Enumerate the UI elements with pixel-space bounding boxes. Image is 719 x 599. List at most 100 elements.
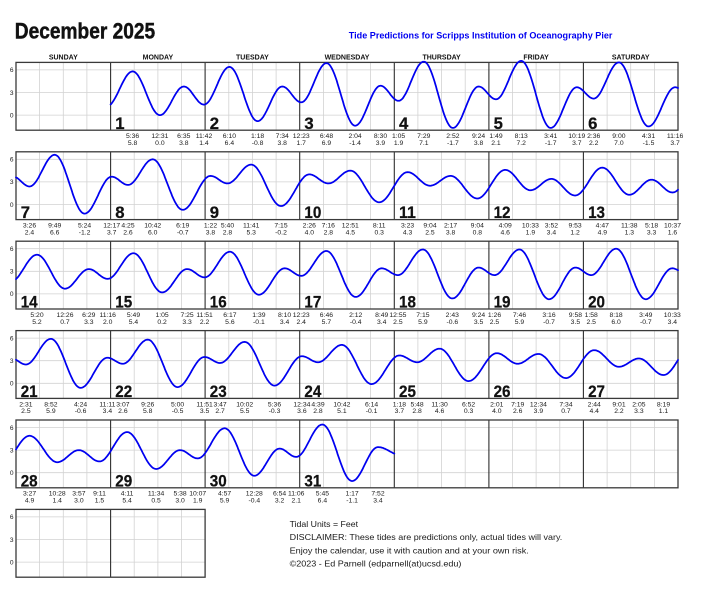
svg-text:0: 0 xyxy=(10,559,14,566)
svg-text:8:18: 8:18 xyxy=(609,312,622,319)
svg-text:2.6: 2.6 xyxy=(123,229,133,236)
svg-text:12:28: 12:28 xyxy=(246,491,263,498)
svg-text:1:18: 1:18 xyxy=(251,133,264,140)
svg-text:5.8: 5.8 xyxy=(128,140,138,147)
svg-text:6: 6 xyxy=(10,157,14,164)
svg-text:12:34: 12:34 xyxy=(530,401,547,408)
svg-text:0.3: 0.3 xyxy=(374,229,384,236)
svg-text:5.6: 5.6 xyxy=(225,319,235,326)
svg-text:2.5: 2.5 xyxy=(21,408,31,415)
svg-text:11:42: 11:42 xyxy=(196,133,213,140)
svg-text:5.5: 5.5 xyxy=(240,408,250,415)
svg-text:7.1: 7.1 xyxy=(419,140,429,147)
svg-text:1.9: 1.9 xyxy=(193,498,203,505)
svg-text:2.2: 2.2 xyxy=(200,319,210,326)
svg-text:2: 2 xyxy=(210,114,219,133)
svg-text:1.5: 1.5 xyxy=(95,498,105,505)
svg-text:December 2025: December 2025 xyxy=(15,18,155,43)
svg-text:6:46: 6:46 xyxy=(320,312,333,319)
svg-text:6:52: 6:52 xyxy=(462,401,475,408)
svg-text:-0.6: -0.6 xyxy=(446,319,458,326)
svg-text:-1.5: -1.5 xyxy=(643,140,655,147)
svg-text:12:26: 12:26 xyxy=(56,312,73,319)
svg-text:-0.4: -0.4 xyxy=(350,319,362,326)
svg-text:1.9: 1.9 xyxy=(526,229,536,236)
svg-text:30: 30 xyxy=(210,471,227,490)
svg-text:7:52: 7:52 xyxy=(371,491,384,498)
svg-text:10:02: 10:02 xyxy=(236,401,253,408)
svg-text:Tidal Units = Feet: Tidal Units = Feet xyxy=(290,519,359,529)
svg-text:11:51: 11:51 xyxy=(196,312,213,319)
svg-text:©2023 - Ed Parnell (edparnell(: ©2023 - Ed Parnell (edparnell(at)ucsd.ed… xyxy=(290,559,462,569)
svg-text:21: 21 xyxy=(21,382,38,401)
svg-text:3.4: 3.4 xyxy=(377,319,387,326)
svg-text:2:01: 2:01 xyxy=(490,401,503,408)
svg-text:2.8: 2.8 xyxy=(223,229,233,236)
svg-text:3:27: 3:27 xyxy=(23,491,36,498)
svg-text:-1.7: -1.7 xyxy=(545,140,557,147)
svg-text:7:15: 7:15 xyxy=(416,312,429,319)
svg-text:7:34: 7:34 xyxy=(559,401,572,408)
svg-text:12:51: 12:51 xyxy=(342,223,359,230)
svg-text:9:04: 9:04 xyxy=(471,223,484,230)
svg-text:6:54: 6:54 xyxy=(273,491,286,498)
svg-text:6:48: 6:48 xyxy=(320,133,333,140)
svg-text:6.6: 6.6 xyxy=(50,229,60,236)
svg-text:1.4: 1.4 xyxy=(52,498,62,505)
svg-text:1: 1 xyxy=(115,114,124,133)
svg-text:20: 20 xyxy=(588,293,605,312)
svg-text:8:30: 8:30 xyxy=(374,133,387,140)
svg-text:-0.1: -0.1 xyxy=(253,319,265,326)
svg-text:-1.7: -1.7 xyxy=(447,140,459,147)
svg-text:1:58: 1:58 xyxy=(585,312,598,319)
svg-text:3.9: 3.9 xyxy=(534,408,544,415)
svg-text:5:38: 5:38 xyxy=(173,491,186,498)
svg-text:DISCLAIMER: These tides are pr: DISCLAIMER: These tides are predictions … xyxy=(290,532,563,542)
svg-text:5.9: 5.9 xyxy=(418,319,428,326)
svg-text:6.9: 6.9 xyxy=(322,140,332,147)
svg-text:9:24: 9:24 xyxy=(472,133,485,140)
svg-text:1:26: 1:26 xyxy=(488,312,501,319)
svg-text:12:55: 12:55 xyxy=(389,312,406,319)
svg-text:2.4: 2.4 xyxy=(296,319,306,326)
svg-text:28: 28 xyxy=(21,471,38,490)
svg-text:3.5: 3.5 xyxy=(474,319,484,326)
svg-text:12:34: 12:34 xyxy=(293,401,310,408)
svg-text:3:07: 3:07 xyxy=(116,401,129,408)
svg-text:3.7: 3.7 xyxy=(670,140,680,147)
svg-text:3.8: 3.8 xyxy=(277,140,287,147)
svg-text:4.6: 4.6 xyxy=(500,229,510,236)
svg-text:4:39: 4:39 xyxy=(311,401,324,408)
svg-text:4:11: 4:11 xyxy=(121,491,134,498)
svg-text:5.9: 5.9 xyxy=(46,408,56,415)
svg-text:MONDAY: MONDAY xyxy=(143,54,174,61)
svg-text:3:49: 3:49 xyxy=(639,312,652,319)
svg-text:-0.7: -0.7 xyxy=(177,229,189,236)
svg-text:1:05: 1:05 xyxy=(155,312,168,319)
svg-text:8: 8 xyxy=(115,203,124,222)
svg-text:2:17: 2:17 xyxy=(444,223,457,230)
svg-text:5:40: 5:40 xyxy=(221,223,234,230)
svg-text:4:57: 4:57 xyxy=(218,491,231,498)
svg-text:11:34: 11:34 xyxy=(148,491,165,498)
svg-text:9:01: 9:01 xyxy=(612,401,625,408)
svg-text:5:48: 5:48 xyxy=(410,401,423,408)
svg-text:1:22: 1:22 xyxy=(204,223,217,230)
svg-text:24: 24 xyxy=(304,382,322,401)
svg-text:2.5: 2.5 xyxy=(393,319,403,326)
svg-text:3.4: 3.4 xyxy=(373,498,383,505)
svg-text:7.0: 7.0 xyxy=(614,140,624,147)
svg-text:3:47: 3:47 xyxy=(213,401,226,408)
svg-text:2.5: 2.5 xyxy=(425,229,435,236)
svg-text:14: 14 xyxy=(21,293,39,312)
svg-text:5:49: 5:49 xyxy=(127,312,140,319)
svg-text:3.8: 3.8 xyxy=(446,229,456,236)
svg-text:6.4: 6.4 xyxy=(318,498,328,505)
svg-text:0.3: 0.3 xyxy=(464,408,474,415)
svg-text:0.7: 0.7 xyxy=(561,408,571,415)
svg-text:1.2: 1.2 xyxy=(570,229,580,236)
svg-text:2.1: 2.1 xyxy=(491,140,501,147)
svg-text:7:34: 7:34 xyxy=(276,133,289,140)
svg-text:3.0: 3.0 xyxy=(74,498,84,505)
svg-text:1.1: 1.1 xyxy=(659,408,669,415)
